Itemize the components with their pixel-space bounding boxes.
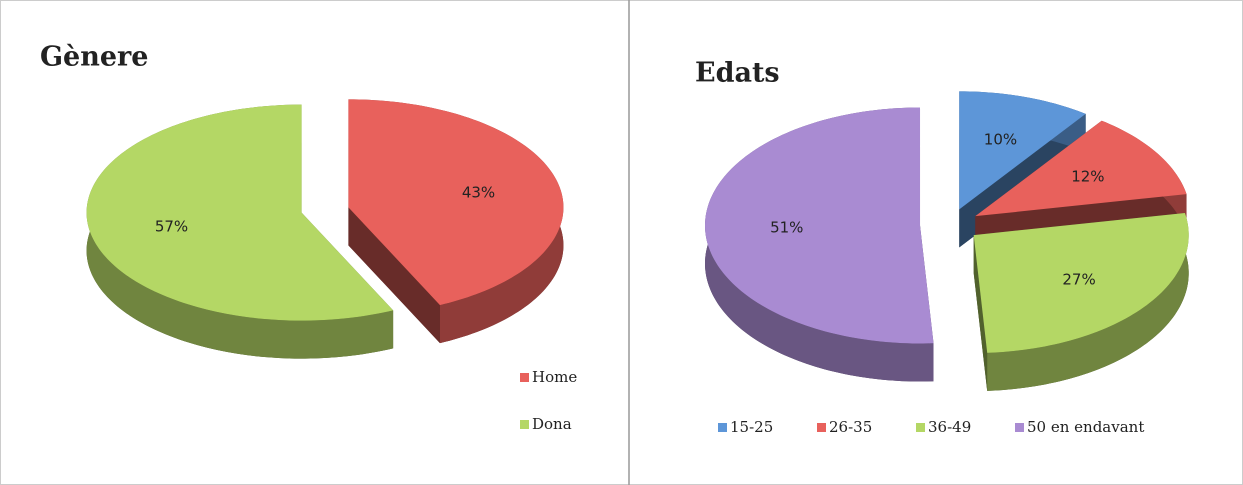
slice-top [959, 91, 1086, 210]
slice-top [975, 120, 1187, 217]
legend-swatch [916, 423, 925, 432]
data-label: 51% [770, 218, 803, 236]
legend-swatch [520, 420, 529, 429]
slice [86, 104, 394, 359]
legend-label: 50 en endavant [1027, 418, 1144, 436]
slice [348, 99, 564, 344]
slice-side [987, 212, 1189, 391]
slice-top [348, 99, 564, 306]
data-label: 27% [1062, 270, 1095, 288]
legend-label: 15-25 [730, 418, 773, 436]
data-label: 57% [155, 218, 188, 236]
slice-top [973, 212, 1189, 353]
legend-swatch [520, 373, 529, 382]
legend-label: Dona [532, 415, 572, 433]
legend-swatch [817, 423, 826, 432]
slice-side [86, 104, 394, 359]
slice [705, 107, 934, 382]
data-label: 10% [984, 130, 1017, 148]
chart-title: Gènere [40, 42, 148, 73]
legend-swatch [1015, 423, 1024, 432]
slice-wall [348, 207, 440, 344]
legend-label: 26-35 [829, 418, 872, 436]
slice-top [705, 107, 934, 344]
data-label: 12% [1071, 167, 1104, 185]
chart-title: Edats [695, 58, 780, 89]
data-label: 43% [462, 183, 495, 201]
legend-swatch [718, 423, 727, 432]
legend-label: 36-49 [928, 418, 971, 436]
slice-top [86, 104, 394, 321]
slice-wall [973, 235, 988, 391]
slice [973, 212, 1189, 391]
legend-label: Home [532, 368, 577, 386]
